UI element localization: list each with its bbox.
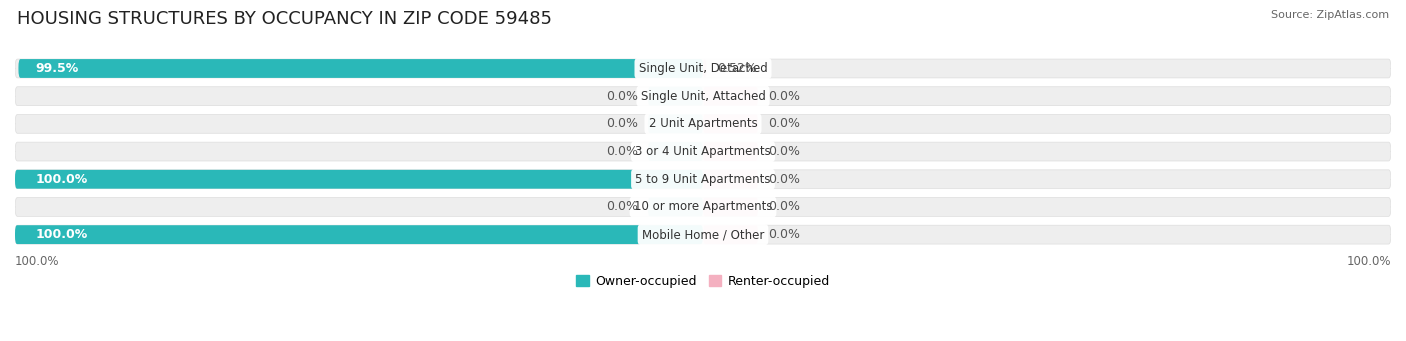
Text: 2 Unit Apartments: 2 Unit Apartments [648,117,758,130]
Text: 0.0%: 0.0% [606,90,638,103]
FancyBboxPatch shape [15,197,1391,216]
Text: Mobile Home / Other: Mobile Home / Other [641,228,765,241]
Text: 100.0%: 100.0% [35,228,89,241]
FancyBboxPatch shape [703,142,758,161]
FancyBboxPatch shape [15,142,1391,161]
Text: 99.5%: 99.5% [35,62,79,75]
Text: Single Unit, Detached: Single Unit, Detached [638,62,768,75]
Text: 100.0%: 100.0% [1347,255,1391,268]
FancyBboxPatch shape [648,115,703,133]
FancyBboxPatch shape [15,87,1391,106]
Text: 0.52%: 0.52% [717,62,756,75]
Text: 3 or 4 Unit Apartments: 3 or 4 Unit Apartments [636,145,770,158]
Text: HOUSING STRUCTURES BY OCCUPANCY IN ZIP CODE 59485: HOUSING STRUCTURES BY OCCUPANCY IN ZIP C… [17,10,553,28]
Text: 0.0%: 0.0% [768,145,800,158]
Text: 100.0%: 100.0% [15,255,59,268]
Legend: Owner-occupied, Renter-occupied: Owner-occupied, Renter-occupied [571,270,835,293]
FancyBboxPatch shape [15,225,1391,244]
Text: Single Unit, Attached: Single Unit, Attached [641,90,765,103]
FancyBboxPatch shape [648,87,703,106]
Text: Source: ZipAtlas.com: Source: ZipAtlas.com [1271,10,1389,20]
FancyBboxPatch shape [15,115,1391,133]
Text: 0.0%: 0.0% [768,117,800,130]
Text: 0.0%: 0.0% [606,145,638,158]
Text: 0.0%: 0.0% [768,228,800,241]
FancyBboxPatch shape [648,197,703,216]
Text: 10 or more Apartments: 10 or more Apartments [634,201,772,213]
FancyBboxPatch shape [703,87,758,106]
Text: 0.0%: 0.0% [606,201,638,213]
FancyBboxPatch shape [15,59,1391,78]
FancyBboxPatch shape [15,225,703,244]
Text: 0.0%: 0.0% [768,173,800,186]
FancyBboxPatch shape [703,115,758,133]
FancyBboxPatch shape [703,225,758,244]
Text: 0.0%: 0.0% [768,201,800,213]
Text: 0.0%: 0.0% [768,90,800,103]
Text: 100.0%: 100.0% [35,173,89,186]
FancyBboxPatch shape [703,59,707,78]
FancyBboxPatch shape [703,170,758,189]
Text: 5 to 9 Unit Apartments: 5 to 9 Unit Apartments [636,173,770,186]
FancyBboxPatch shape [648,142,703,161]
Text: 0.0%: 0.0% [606,117,638,130]
FancyBboxPatch shape [18,59,703,78]
FancyBboxPatch shape [15,170,1391,189]
FancyBboxPatch shape [703,197,758,216]
FancyBboxPatch shape [15,170,703,189]
